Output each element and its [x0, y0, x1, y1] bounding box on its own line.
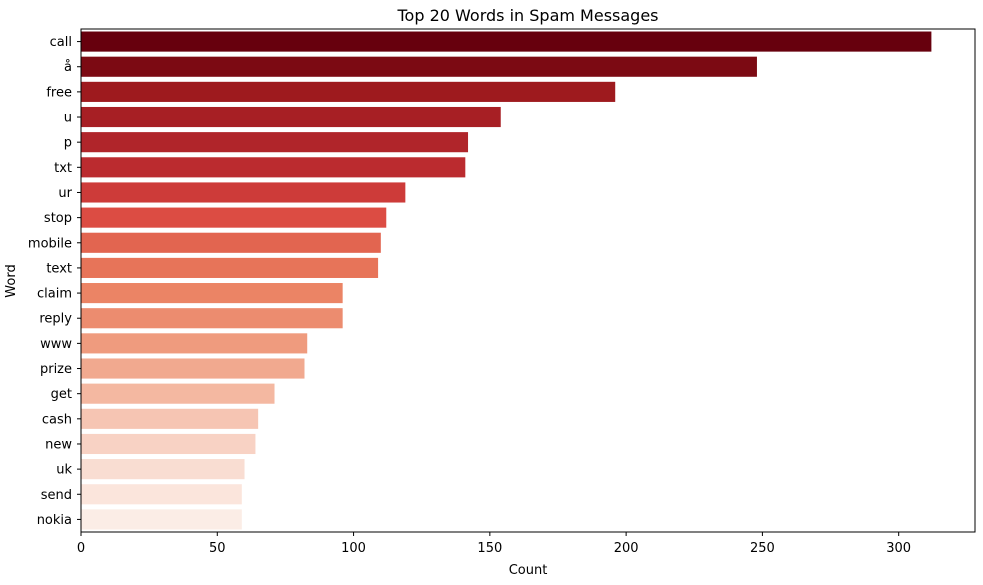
- y-axis-ticks: call å free up txt ur stop mobile text claim reply…: [28, 35, 81, 528]
- x-tick-label: 250: [750, 541, 775, 556]
- x-tick-label: 200: [614, 541, 639, 556]
- bar-18: [81, 484, 242, 505]
- y-tick-label: call: [50, 35, 72, 50]
- y-tick-label: new: [45, 437, 72, 452]
- chart-title: Top 20 Words in Spam Messages: [397, 6, 659, 25]
- y-tick-label: free: [46, 85, 72, 100]
- bar-6: [81, 182, 406, 203]
- y-tick-label: text: [46, 261, 72, 276]
- bar-19: [81, 509, 242, 530]
- bars-group: [81, 31, 932, 530]
- bar-15: [81, 408, 259, 429]
- bar-9: [81, 257, 379, 278]
- y-tick-label: u: [64, 111, 72, 126]
- y-tick-label: prize: [40, 362, 72, 377]
- y-tick-label: å: [64, 60, 72, 75]
- bar-17: [81, 459, 245, 480]
- bar-11: [81, 308, 343, 329]
- bar-14: [81, 383, 275, 404]
- bar-8: [81, 232, 381, 253]
- bar-10: [81, 283, 343, 304]
- y-tick-label: cash: [42, 412, 72, 427]
- y-axis-label: Word: [4, 264, 19, 297]
- bar-7: [81, 207, 387, 228]
- x-tick-label: 300: [886, 541, 911, 556]
- bar-0: [81, 31, 932, 52]
- y-tick-label: www: [40, 337, 72, 352]
- y-tick-label: reply: [39, 312, 72, 327]
- y-tick-label: uk: [56, 463, 72, 478]
- x-tick-label: 150: [477, 541, 502, 556]
- y-tick-label: send: [41, 488, 72, 503]
- bar-13: [81, 358, 305, 379]
- x-axis-label: Count: [509, 563, 548, 578]
- bar-1: [81, 56, 757, 77]
- y-tick-label: stop: [44, 211, 72, 226]
- bar-5: [81, 157, 466, 178]
- x-tick-label: 0: [77, 541, 85, 556]
- y-tick-label: p: [64, 136, 72, 151]
- x-tick-label: 100: [341, 541, 366, 556]
- bar-4: [81, 132, 469, 153]
- bar-16: [81, 433, 256, 455]
- x-axis-ticks: 0 50 100 150 200 250 300: [77, 532, 911, 556]
- bar-3: [81, 106, 501, 128]
- plot-frame: [80, 28, 976, 533]
- y-tick-label: get: [51, 387, 72, 402]
- bar-2: [81, 81, 616, 102]
- y-tick-label: ur: [58, 186, 72, 201]
- y-tick-label: claim: [37, 287, 72, 302]
- y-tick-label: txt: [54, 161, 72, 176]
- y-tick-label: mobile: [28, 236, 72, 251]
- y-tick-label: nokia: [37, 513, 72, 528]
- x-tick-label: 50: [209, 541, 226, 556]
- bar-12: [81, 333, 308, 354]
